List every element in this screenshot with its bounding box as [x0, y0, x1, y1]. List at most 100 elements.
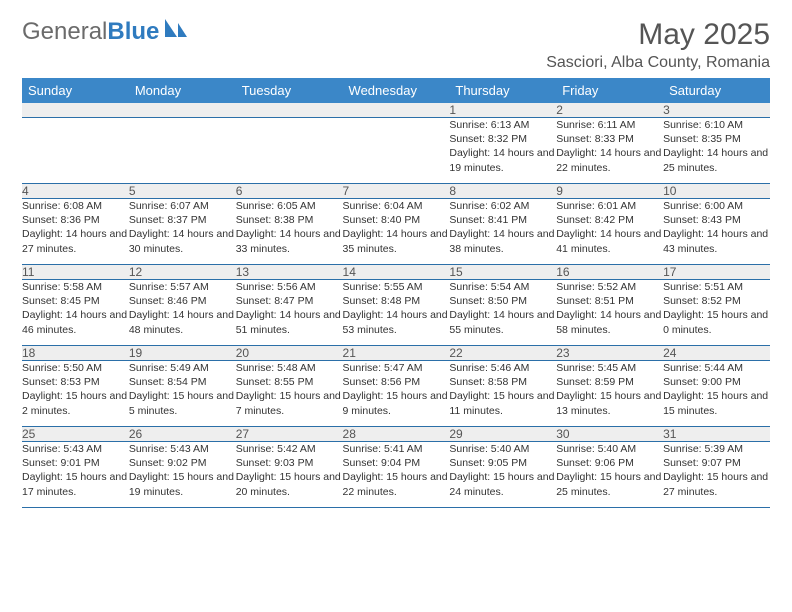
logo: GeneralBlue — [22, 18, 189, 46]
day-number: 25 — [22, 427, 129, 442]
day-number: 28 — [343, 427, 450, 442]
sunrise-text: Sunrise: 6:08 AM — [22, 199, 129, 213]
sunset-text: Sunset: 8:51 PM — [556, 294, 663, 308]
day-number: 22 — [449, 346, 556, 361]
daylight-text: Daylight: 15 hours and 20 minutes. — [236, 470, 343, 498]
daylight-text: Daylight: 14 hours and 58 minutes. — [556, 308, 663, 336]
sunset-text: Sunset: 8:54 PM — [129, 375, 236, 389]
day-details: Sunrise: 5:56 AMSunset: 8:47 PMDaylight:… — [236, 280, 343, 346]
sunset-text: Sunset: 8:43 PM — [663, 213, 770, 227]
weekday-friday: Friday — [556, 78, 663, 103]
day-number: 12 — [129, 265, 236, 280]
day-details: Sunrise: 5:51 AMSunset: 8:52 PMDaylight:… — [663, 280, 770, 346]
day-details — [236, 118, 343, 184]
sunset-text: Sunset: 8:38 PM — [236, 213, 343, 227]
details-row: Sunrise: 5:58 AMSunset: 8:45 PMDaylight:… — [22, 280, 770, 346]
daylight-text: Daylight: 14 hours and 55 minutes. — [449, 308, 556, 336]
daylight-text: Daylight: 14 hours and 27 minutes. — [22, 227, 129, 255]
location-label: Sasciori, Alba County, Romania — [546, 54, 770, 72]
details-row: Sunrise: 6:08 AMSunset: 8:36 PMDaylight:… — [22, 199, 770, 265]
day-details: Sunrise: 5:48 AMSunset: 8:55 PMDaylight:… — [236, 361, 343, 427]
day-number: 29 — [449, 427, 556, 442]
day-number: 6 — [236, 184, 343, 199]
day-number: 17 — [663, 265, 770, 280]
sunrise-text: Sunrise: 5:44 AM — [663, 361, 770, 375]
daylight-text: Daylight: 15 hours and 27 minutes. — [663, 470, 770, 498]
sunset-text: Sunset: 8:33 PM — [556, 132, 663, 146]
sunrise-text: Sunrise: 5:56 AM — [236, 280, 343, 294]
day-details — [22, 118, 129, 184]
day-details: Sunrise: 5:40 AMSunset: 9:06 PMDaylight:… — [556, 442, 663, 508]
sunrise-text: Sunrise: 6:02 AM — [449, 199, 556, 213]
day-details: Sunrise: 5:47 AMSunset: 8:56 PMDaylight:… — [343, 361, 450, 427]
daylight-text: Daylight: 14 hours and 41 minutes. — [556, 227, 663, 255]
logo-text: GeneralBlue — [22, 18, 159, 46]
daylight-text: Daylight: 14 hours and 51 minutes. — [236, 308, 343, 336]
weekday-wednesday: Wednesday — [343, 78, 450, 103]
daynum-row: 11121314151617 — [22, 265, 770, 280]
calendar-table: Sunday Monday Tuesday Wednesday Thursday… — [22, 78, 770, 508]
daynum-row: 45678910 — [22, 184, 770, 199]
sunset-text: Sunset: 9:06 PM — [556, 456, 663, 470]
day-details: Sunrise: 5:40 AMSunset: 9:05 PMDaylight:… — [449, 442, 556, 508]
day-number: 8 — [449, 184, 556, 199]
sunrise-text: Sunrise: 5:46 AM — [449, 361, 556, 375]
logo-word1: General — [22, 18, 107, 45]
day-number: 21 — [343, 346, 450, 361]
daylight-text: Daylight: 15 hours and 25 minutes. — [556, 470, 663, 498]
sunset-text: Sunset: 8:50 PM — [449, 294, 556, 308]
sunrise-text: Sunrise: 5:48 AM — [236, 361, 343, 375]
sunset-text: Sunset: 9:07 PM — [663, 456, 770, 470]
day-number: 31 — [663, 427, 770, 442]
daylight-text: Daylight: 14 hours and 22 minutes. — [556, 146, 663, 174]
day-number: 5 — [129, 184, 236, 199]
daynum-row: 123 — [22, 103, 770, 118]
day-details: Sunrise: 5:41 AMSunset: 9:04 PMDaylight:… — [343, 442, 450, 508]
sunset-text: Sunset: 8:41 PM — [449, 213, 556, 227]
day-details: Sunrise: 6:13 AMSunset: 8:32 PMDaylight:… — [449, 118, 556, 184]
day-details: Sunrise: 5:57 AMSunset: 8:46 PMDaylight:… — [129, 280, 236, 346]
daylight-text: Daylight: 14 hours and 30 minutes. — [129, 227, 236, 255]
sunset-text: Sunset: 8:55 PM — [236, 375, 343, 389]
logo-sail-icon — [163, 17, 189, 44]
daylight-text: Daylight: 15 hours and 9 minutes. — [343, 389, 450, 417]
day-number: 24 — [663, 346, 770, 361]
sunrise-text: Sunrise: 5:52 AM — [556, 280, 663, 294]
sunset-text: Sunset: 8:37 PM — [129, 213, 236, 227]
daynum-row: 25262728293031 — [22, 427, 770, 442]
day-number: 2 — [556, 103, 663, 118]
sunrise-text: Sunrise: 5:50 AM — [22, 361, 129, 375]
daylight-text: Daylight: 15 hours and 15 minutes. — [663, 389, 770, 417]
day-details: Sunrise: 5:44 AMSunset: 9:00 PMDaylight:… — [663, 361, 770, 427]
daylight-text: Daylight: 15 hours and 19 minutes. — [129, 470, 236, 498]
sunrise-text: Sunrise: 5:40 AM — [449, 442, 556, 456]
sunset-text: Sunset: 8:53 PM — [22, 375, 129, 389]
sunset-text: Sunset: 8:48 PM — [343, 294, 450, 308]
sunset-text: Sunset: 8:40 PM — [343, 213, 450, 227]
sunrise-text: Sunrise: 5:39 AM — [663, 442, 770, 456]
weekday-thursday: Thursday — [449, 78, 556, 103]
sunset-text: Sunset: 8:56 PM — [343, 375, 450, 389]
sunset-text: Sunset: 8:45 PM — [22, 294, 129, 308]
page-header: GeneralBlue May 2025 Sasciori, Alba Coun… — [22, 18, 770, 72]
day-number: 16 — [556, 265, 663, 280]
sunset-text: Sunset: 8:42 PM — [556, 213, 663, 227]
day-details: Sunrise: 5:46 AMSunset: 8:58 PMDaylight:… — [449, 361, 556, 427]
day-details: Sunrise: 5:45 AMSunset: 8:59 PMDaylight:… — [556, 361, 663, 427]
daylight-text: Daylight: 14 hours and 46 minutes. — [22, 308, 129, 336]
daylight-text: Daylight: 15 hours and 0 minutes. — [663, 308, 770, 336]
day-details: Sunrise: 5:39 AMSunset: 9:07 PMDaylight:… — [663, 442, 770, 508]
day-number: 13 — [236, 265, 343, 280]
day-details: Sunrise: 5:54 AMSunset: 8:50 PMDaylight:… — [449, 280, 556, 346]
details-row: Sunrise: 6:13 AMSunset: 8:32 PMDaylight:… — [22, 118, 770, 184]
daylight-text: Daylight: 15 hours and 24 minutes. — [449, 470, 556, 498]
sunset-text: Sunset: 8:47 PM — [236, 294, 343, 308]
day-details — [129, 118, 236, 184]
sunset-text: Sunset: 9:03 PM — [236, 456, 343, 470]
day-details: Sunrise: 5:58 AMSunset: 8:45 PMDaylight:… — [22, 280, 129, 346]
day-number: 30 — [556, 427, 663, 442]
day-number — [343, 103, 450, 118]
day-number: 3 — [663, 103, 770, 118]
daylight-text: Daylight: 14 hours and 35 minutes. — [343, 227, 450, 255]
daylight-text: Daylight: 15 hours and 17 minutes. — [22, 470, 129, 498]
